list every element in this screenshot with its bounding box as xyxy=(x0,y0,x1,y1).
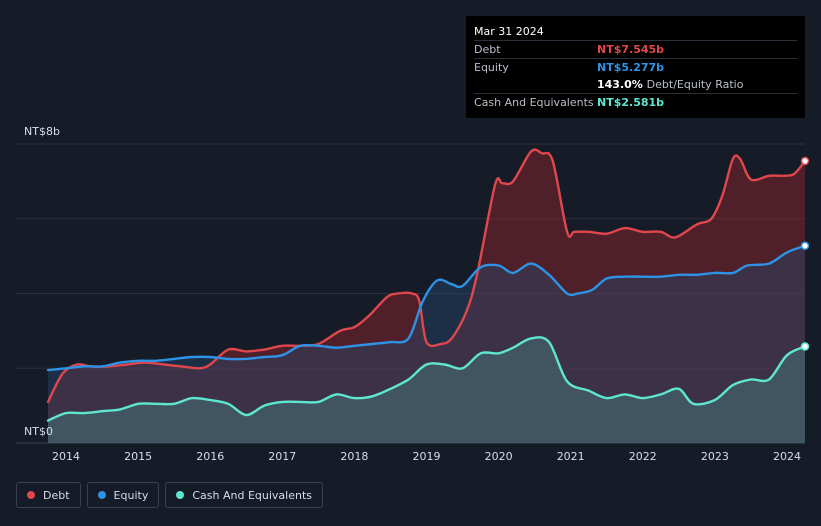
x-tick-label-2016: 2016 xyxy=(196,450,224,463)
series-areas xyxy=(48,149,805,443)
line-equity xyxy=(46,244,807,372)
x-tick-label-2018: 2018 xyxy=(340,450,368,463)
legend-label-debt: Debt xyxy=(43,488,70,502)
x-tick-label-2024: 2024 xyxy=(773,450,801,463)
series-endpoints xyxy=(800,156,810,351)
legend-dot-cash xyxy=(176,491,185,499)
x-tick-label-2019: 2019 xyxy=(413,450,441,463)
endpoint-debt xyxy=(800,156,810,166)
y-axis-labels: NT$8b NT$0 xyxy=(24,125,60,438)
x-tick-label-2022: 2022 xyxy=(629,450,657,463)
line-cash xyxy=(46,336,807,422)
area-cash xyxy=(48,337,805,443)
endpoint-cash xyxy=(800,342,810,351)
area-debt xyxy=(48,149,805,443)
legend-item-equity[interactable]: Equity xyxy=(86,482,160,508)
legend-item-cash[interactable]: Cash And Equivalents xyxy=(165,482,323,508)
x-axis-labels: 2014 2015 2016 2017 2018 2019 2020 2021 2022 2023… xyxy=(52,450,801,463)
endpoint-equity xyxy=(800,241,810,251)
tooltip-value-ratio: 143.0% Debt/Equity Ratio xyxy=(597,76,743,93)
x-tick-label-2014: 2014 xyxy=(52,450,80,463)
series-lines xyxy=(46,148,807,422)
legend-dot-equity xyxy=(97,491,106,499)
chart-legend: Debt Equity Cash And Equivalents xyxy=(16,482,323,508)
legend-item-debt[interactable]: Debt xyxy=(16,482,81,508)
tooltip-value-equity: NT$5.277b xyxy=(597,61,665,74)
tooltip-row-equity: Equity NT$5.277b xyxy=(474,58,797,76)
x-tick-label-2021: 2021 xyxy=(557,450,585,463)
legend-label-equity: Equity xyxy=(113,488,149,502)
tooltip-label-equity: Equity xyxy=(474,61,509,74)
ratio-value: 143.0% xyxy=(597,78,643,91)
area-equity xyxy=(48,245,805,443)
tooltip-label-debt: Debt xyxy=(474,43,501,56)
legend-label-cash: Cash And Equivalents xyxy=(192,488,312,502)
tooltip-date: Mar 31 2024 xyxy=(474,25,544,38)
x-tick-label-2017: 2017 xyxy=(268,450,296,463)
tooltip-label-ratio xyxy=(474,76,597,93)
ratio-text: Debt/Equity Ratio xyxy=(646,78,744,91)
tooltip-label-cash: Cash And Equivalents xyxy=(474,96,594,109)
y-tick-label-bottom: NT$0 xyxy=(24,425,53,438)
legend-dot-debt xyxy=(27,491,35,499)
tooltip-row-cash: Cash And Equivalents NT$2.581b xyxy=(474,93,797,111)
x-tick-label-2020: 2020 xyxy=(485,450,513,463)
tooltip-value-cash: NT$2.581b xyxy=(597,96,665,109)
tooltip-value-debt: NT$7.545b xyxy=(597,43,665,56)
hover-tooltip: Mar 31 2024 Debt NT$7.545b Equity NT$5.2… xyxy=(466,16,805,118)
tooltip-row-debt: Debt NT$7.545b xyxy=(474,40,797,58)
x-tick-label-2023: 2023 xyxy=(701,450,729,463)
y-tick-label-top: NT$8b xyxy=(24,125,60,138)
tooltip-row-ratio: 143.0% Debt/Equity Ratio xyxy=(474,76,797,93)
line-debt xyxy=(46,148,807,404)
x-tick-label-2015: 2015 xyxy=(124,450,152,463)
